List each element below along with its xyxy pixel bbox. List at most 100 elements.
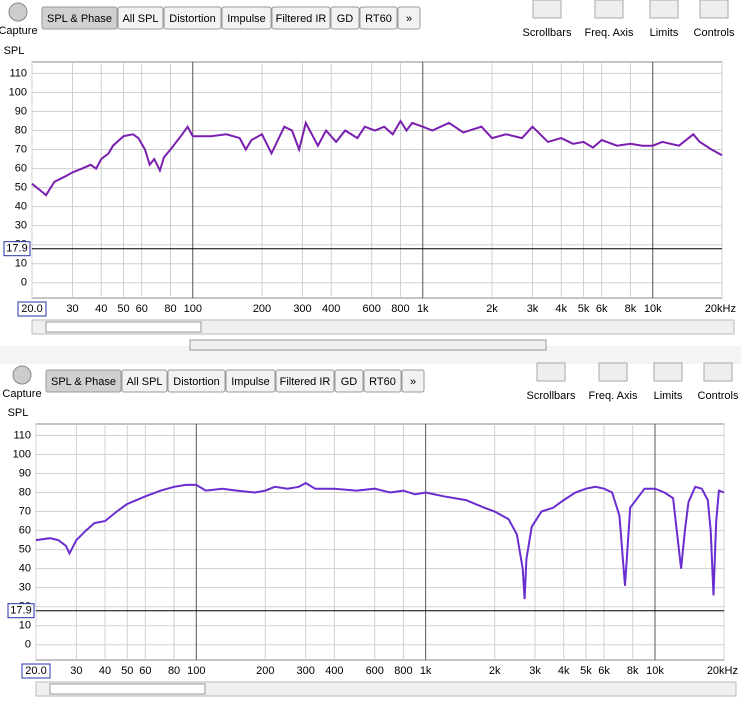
plot-area: [35, 423, 725, 661]
tab-label[interactable]: Distortion: [169, 13, 215, 25]
tab[interactable]: [334, 369, 364, 393]
x-tick-label: 40: [99, 665, 111, 677]
y-tick-label: 70: [15, 143, 27, 155]
tab-label[interactable]: Impulse: [231, 376, 270, 388]
tab[interactable]: [275, 369, 335, 393]
capture-icon[interactable]: [8, 2, 28, 22]
marker-box: [7, 603, 35, 619]
x-tick-label: 30: [66, 303, 78, 315]
y-tick-label: 10: [19, 620, 31, 632]
tab[interactable]: [41, 6, 118, 30]
x-tick-label: 30: [70, 665, 82, 677]
button-label[interactable]: Controls: [698, 390, 739, 402]
tab[interactable]: [117, 6, 164, 30]
y-tick-label: 80: [19, 486, 31, 498]
capture-label[interactable]: Capture: [2, 388, 41, 400]
x-tick-label: 3k: [529, 665, 541, 677]
x-tick-label: 200: [253, 303, 271, 315]
tab-label[interactable]: RT60: [365, 13, 392, 25]
button-icon[interactable]: [598, 362, 628, 382]
x-tick-label: 2k: [489, 665, 501, 677]
x-tick-label: 20.0: [21, 303, 42, 315]
button-label[interactable]: Freq. Axis: [585, 27, 634, 39]
button-icon[interactable]: [532, 0, 562, 19]
x-tick-label: 300: [297, 665, 315, 677]
tab[interactable]: [221, 6, 272, 30]
x-tick-label: 10k: [644, 303, 662, 315]
tab[interactable]: [359, 6, 398, 30]
tab[interactable]: [401, 369, 425, 393]
y-tick-label: 50: [15, 182, 27, 194]
tab[interactable]: [271, 6, 331, 30]
x-tick-label: 20.0: [25, 665, 46, 677]
button-icon[interactable]: [699, 0, 729, 19]
button-icon[interactable]: [594, 0, 624, 19]
button-label[interactable]: Controls: [694, 27, 735, 39]
button-label[interactable]: Limits: [654, 390, 683, 402]
plot-area: [31, 61, 723, 299]
tab[interactable]: [45, 369, 122, 393]
tab-label[interactable]: Distortion: [173, 376, 219, 388]
y-tick-label: 110: [13, 429, 31, 441]
button-icon[interactable]: [703, 362, 733, 382]
marker-label: 17.9: [6, 243, 27, 255]
tab[interactable]: [363, 369, 402, 393]
capture-label[interactable]: Capture: [0, 25, 38, 37]
tab[interactable]: [225, 369, 276, 393]
button-label[interactable]: Scrollbars: [523, 27, 572, 39]
button-label[interactable]: Freq. Axis: [589, 390, 638, 402]
tab-label[interactable]: Filtered IR: [276, 13, 327, 25]
tab[interactable]: [163, 6, 222, 30]
y-tick-label: 60: [19, 524, 31, 536]
scrollbar[interactable]: [35, 681, 737, 697]
capture-icon[interactable]: [12, 365, 32, 385]
tab-label[interactable]: Filtered IR: [280, 376, 331, 388]
y-tick-label: 10: [15, 258, 27, 270]
tab-label[interactable]: All SPL: [126, 376, 162, 388]
tab-label[interactable]: SPL & Phase: [47, 13, 112, 25]
x-tick-label: 1k: [417, 303, 429, 315]
tab-label[interactable]: SPL & Phase: [51, 376, 116, 388]
y-tick-label: 30: [15, 220, 27, 232]
tab-label[interactable]: GD: [337, 13, 354, 25]
x-start-box: [17, 301, 47, 317]
y-tick-label: 100: [13, 448, 31, 460]
scrollbar[interactable]: [31, 319, 735, 335]
x-tick-label: 5k: [580, 665, 592, 677]
x-tick-label: 600: [366, 665, 384, 677]
tab-label[interactable]: »: [406, 13, 412, 25]
tab-label[interactable]: Impulse: [227, 13, 266, 25]
x-tick-label: 60: [136, 303, 148, 315]
tab[interactable]: [330, 6, 360, 30]
divider: [0, 346, 741, 364]
button-icon[interactable]: [653, 362, 683, 382]
x-tick-label: 1k: [420, 665, 432, 677]
x-tick-label: 400: [325, 665, 343, 677]
button-icon[interactable]: [649, 0, 679, 19]
scroll-thumb[interactable]: [49, 683, 206, 695]
y-tick-label: 0: [21, 277, 27, 289]
x-tick-label: 6k: [598, 665, 610, 677]
x-tick-label: 5k: [578, 303, 590, 315]
tab-label[interactable]: »: [410, 376, 416, 388]
scroll-thumb[interactable]: [45, 321, 202, 333]
x-tick-label: 200: [256, 665, 274, 677]
marker-label: 17.9: [10, 605, 31, 617]
tab[interactable]: [121, 369, 168, 393]
tab[interactable]: [167, 369, 226, 393]
button-label[interactable]: Limits: [650, 27, 679, 39]
x-tick-label: 4k: [558, 665, 570, 677]
tab-label[interactable]: GD: [341, 376, 358, 388]
y-tick-label: 100: [9, 86, 27, 98]
y-tick-label: 90: [19, 467, 31, 479]
tab[interactable]: [397, 6, 421, 30]
button-label[interactable]: Scrollbars: [527, 390, 576, 402]
y-tick-label: 40: [19, 563, 31, 575]
y-axis-label: SPL: [8, 407, 29, 419]
y-tick-label: 60: [15, 162, 27, 174]
spl-line: [35, 481, 725, 600]
tab-label[interactable]: All SPL: [122, 13, 158, 25]
tab-label[interactable]: RT60: [369, 376, 396, 388]
button-icon[interactable]: [536, 362, 566, 382]
